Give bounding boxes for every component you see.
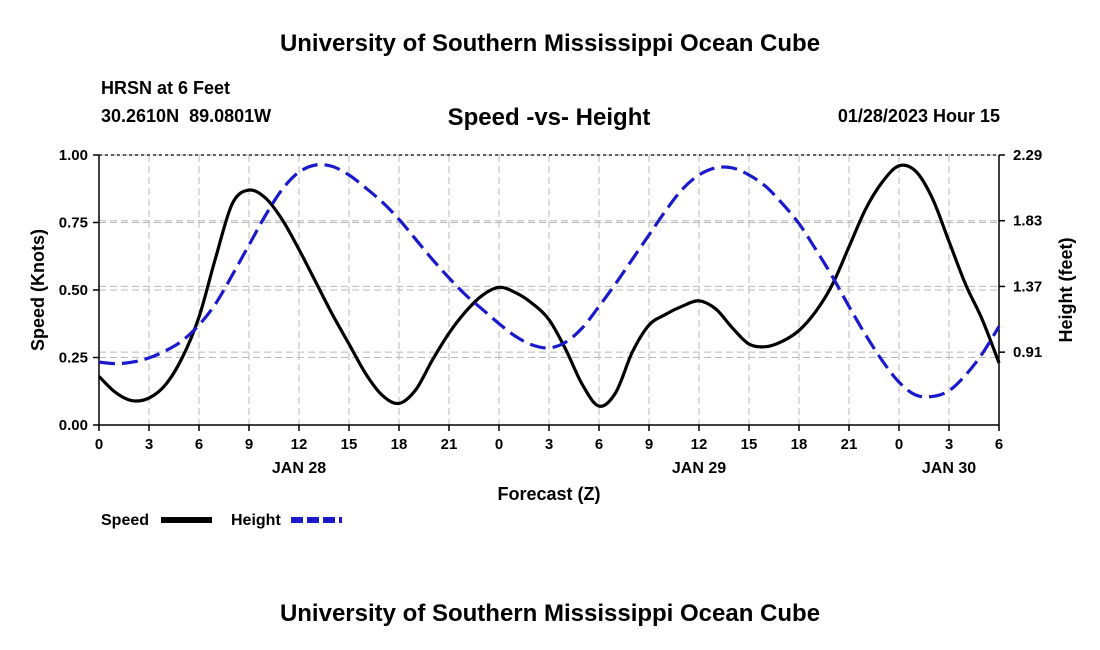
y2-tick-label: 1.83 bbox=[1013, 213, 1042, 230]
x-day-label: JAN 28 bbox=[272, 460, 326, 477]
series-line-speed bbox=[97, 163, 1001, 408]
x-tick-label: 6 bbox=[595, 436, 603, 453]
y2-tick-label: 0.91 bbox=[1013, 344, 1042, 361]
series bbox=[97, 162, 1001, 408]
series-line-height bbox=[98, 162, 1001, 399]
datetime-label: 01/28/2023 Hour 15 bbox=[837, 106, 1000, 126]
y-tick-label: 0.00 bbox=[59, 417, 88, 434]
x-tick-label: 21 bbox=[841, 436, 858, 453]
legend-height-label: Height bbox=[231, 512, 281, 529]
legend: Speed Height bbox=[101, 512, 342, 529]
x-tick-label: 18 bbox=[391, 436, 408, 453]
x-tick-label: 9 bbox=[645, 436, 653, 453]
grid bbox=[99, 154, 999, 425]
x-tick-label: 12 bbox=[691, 436, 708, 453]
y-tick-label: 0.25 bbox=[59, 350, 88, 367]
x-tick-label: 12 bbox=[291, 436, 308, 453]
x-day-label: JAN 29 bbox=[672, 460, 726, 477]
page-title: University of Southern Mississippi Ocean… bbox=[279, 30, 821, 57]
x-tick-label: 0 bbox=[495, 436, 503, 453]
x-tick-label: 6 bbox=[995, 436, 1003, 453]
coordinates-label: 30.2610N 89.0801W bbox=[101, 106, 272, 126]
x-tick-label: 9 bbox=[245, 436, 253, 453]
y2-tick-label: 2.29 bbox=[1013, 147, 1042, 164]
x-axis-label: Forecast (Z) bbox=[497, 484, 600, 504]
x-tick-label: 3 bbox=[945, 436, 953, 453]
x-day-label: JAN 30 bbox=[922, 460, 976, 477]
y2-tick-label: 1.37 bbox=[1013, 278, 1042, 295]
footer-title: University of Southern Mississippi Ocean… bbox=[279, 600, 821, 627]
y-tick-label: 1.00 bbox=[59, 147, 88, 164]
x-tick-label: 6 bbox=[195, 436, 203, 453]
y2-axis-label: Height (feet) bbox=[1056, 238, 1076, 343]
station-label: HRSN at 6 Feet bbox=[101, 78, 231, 98]
y-tick-label: 0.75 bbox=[59, 215, 88, 232]
x-tick-label: 3 bbox=[145, 436, 153, 453]
y-axis-label: Speed (Knots) bbox=[28, 229, 48, 351]
legend-speed-label: Speed bbox=[101, 512, 149, 529]
y-tick-label: 0.50 bbox=[59, 282, 88, 299]
x-tick-label: 15 bbox=[741, 436, 758, 453]
chart-title: Speed -vs- Height bbox=[448, 104, 651, 131]
axes: 0 3 6 9 12 15 18 21 0 3 6 9 12 15 18 21 0 3 6 JAN 28 JAN 29 J… bbox=[59, 147, 1042, 477]
x-tick-label: 15 bbox=[341, 436, 358, 453]
x-tick-label: 18 bbox=[791, 436, 808, 453]
x-tick-label: 21 bbox=[441, 436, 458, 453]
x-tick-label: 0 bbox=[895, 436, 903, 453]
x-tick-label: 3 bbox=[545, 436, 553, 453]
x-tick-label: 0 bbox=[95, 436, 103, 453]
